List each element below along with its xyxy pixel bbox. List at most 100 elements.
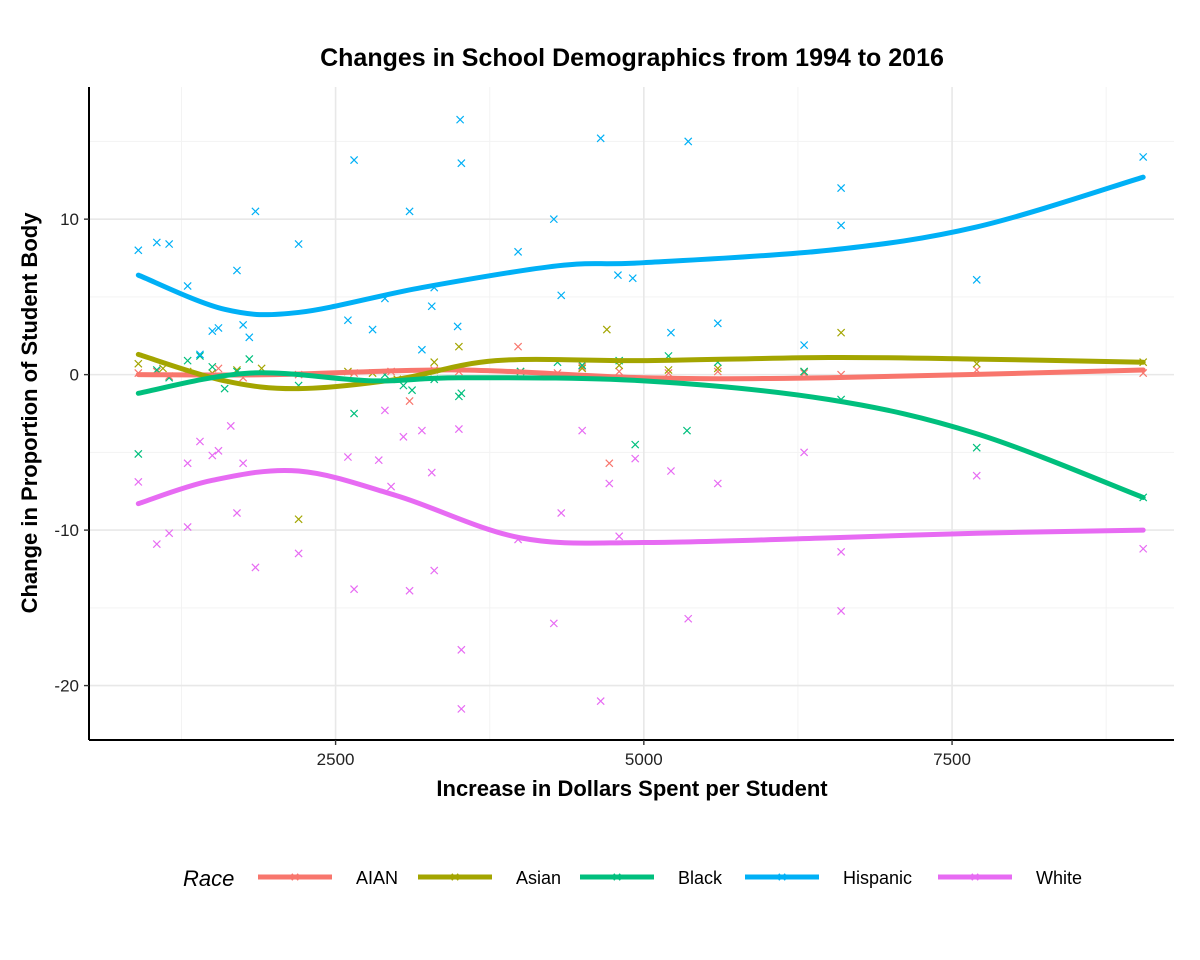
data-point-black — [245, 355, 254, 364]
data-point-asian — [578, 364, 587, 373]
data-point-hispanic — [214, 323, 223, 333]
data-point-black — [208, 362, 217, 371]
legend-marker-asian — [451, 873, 459, 881]
data-point-hispanic — [666, 328, 675, 337]
data-point-white — [557, 508, 566, 518]
data-point-white — [183, 459, 192, 468]
data-point-white — [239, 459, 248, 468]
data-point-white — [294, 549, 303, 558]
data-point-black — [578, 361, 587, 370]
data-point-asian — [134, 359, 143, 368]
data-point-aian — [514, 342, 523, 351]
legend-label-asian: Asian — [516, 868, 561, 888]
legend-marker-aian — [291, 873, 299, 881]
x-axis-title: Increase in Dollars Spent per Student — [436, 776, 828, 801]
data-point-white — [605, 479, 614, 488]
data-point-white — [251, 563, 260, 572]
legend: Race AIAN Asian Black Hispanic White — [183, 866, 1082, 891]
data-point-black — [195, 351, 204, 360]
data-point-white — [165, 529, 174, 538]
data-point-white — [837, 547, 846, 556]
data-point-aian — [800, 369, 809, 378]
data-point-asian — [837, 328, 846, 337]
data-point-hispanic — [251, 207, 260, 216]
data-point-white — [152, 540, 161, 549]
data-point-white — [457, 704, 466, 713]
data-point-hispanic — [183, 281, 192, 291]
legend-marker-white — [971, 873, 979, 881]
data-point-aian — [605, 459, 614, 468]
data-point-white — [615, 532, 624, 541]
data-point-hispanic — [713, 319, 722, 328]
legend-marker-black — [613, 873, 621, 881]
data-point-white — [399, 432, 408, 441]
data-point-black — [220, 384, 229, 393]
y-tick-label: 10 — [60, 210, 79, 229]
data-point-asian — [602, 325, 611, 334]
data-point-hispanic — [368, 325, 377, 334]
data-point-hispanic — [134, 246, 143, 255]
data-point-white — [226, 421, 235, 430]
data-point-white — [596, 697, 605, 706]
chart-title: Changes in School Demographics from 1994… — [320, 44, 944, 72]
data-point-hispanic — [245, 333, 254, 342]
x-tick-label: 7500 — [933, 750, 971, 769]
data-point-hispanic — [343, 316, 352, 325]
legend-label-white: White — [1036, 868, 1082, 888]
data-point-white — [666, 467, 675, 476]
data-point-white — [232, 508, 241, 518]
data-point-white — [183, 522, 192, 532]
data-point-white — [405, 586, 414, 595]
data-point-white — [343, 453, 352, 462]
data-points — [134, 115, 1148, 713]
data-point-white — [350, 585, 359, 594]
data-point-white — [457, 645, 466, 654]
data-point-hispanic — [514, 247, 523, 256]
trend-line-white — [135, 467, 1146, 546]
data-point-black — [800, 367, 809, 376]
data-point-aian — [578, 362, 587, 371]
data-point-black — [350, 409, 359, 418]
data-point-hispanic — [427, 302, 436, 311]
data-point-white — [800, 448, 809, 457]
data-point-aian — [214, 364, 223, 373]
data-point-asian — [454, 342, 463, 351]
data-point-hispanic — [165, 240, 174, 249]
data-point-white — [972, 471, 981, 480]
data-point-asian — [713, 364, 722, 373]
data-point-hispanic — [557, 291, 566, 300]
data-point-asian — [158, 364, 168, 373]
data-point-white — [427, 468, 436, 477]
data-point-hispanic — [405, 207, 414, 216]
data-point-hispanic — [837, 221, 846, 230]
data-point-aian — [615, 367, 624, 376]
data-point-white — [454, 425, 463, 434]
x-tick-label: 5000 — [625, 750, 663, 769]
legend-label-black: Black — [678, 868, 723, 888]
legend-title: Race — [183, 866, 234, 891]
data-point-white — [1139, 544, 1148, 553]
data-point-hispanic — [549, 215, 558, 224]
y-tick-label: -10 — [54, 521, 79, 540]
data-point-hispanic — [837, 184, 846, 193]
data-point-aian — [664, 369, 673, 378]
x-tick-label: 2500 — [317, 750, 355, 769]
data-point-hispanic — [456, 115, 465, 124]
data-point-white — [380, 406, 389, 415]
data-point-black — [134, 449, 143, 458]
data-point-white — [214, 446, 223, 455]
data-point-white — [684, 614, 693, 623]
data-point-asian — [664, 365, 673, 374]
tick-labels: 2500 5000 7500 -20 -10 0 10 — [54, 210, 971, 769]
data-point-white — [713, 479, 722, 488]
data-point-black — [972, 443, 981, 452]
data-point-black — [457, 389, 466, 398]
data-point-black — [631, 440, 640, 449]
data-point-hispanic — [596, 134, 605, 143]
data-point-hispanic — [453, 322, 462, 331]
legend-label-hispanic: Hispanic — [843, 868, 912, 888]
data-point-hispanic — [613, 271, 622, 280]
data-point-white — [837, 606, 846, 615]
data-point-black — [408, 386, 417, 395]
